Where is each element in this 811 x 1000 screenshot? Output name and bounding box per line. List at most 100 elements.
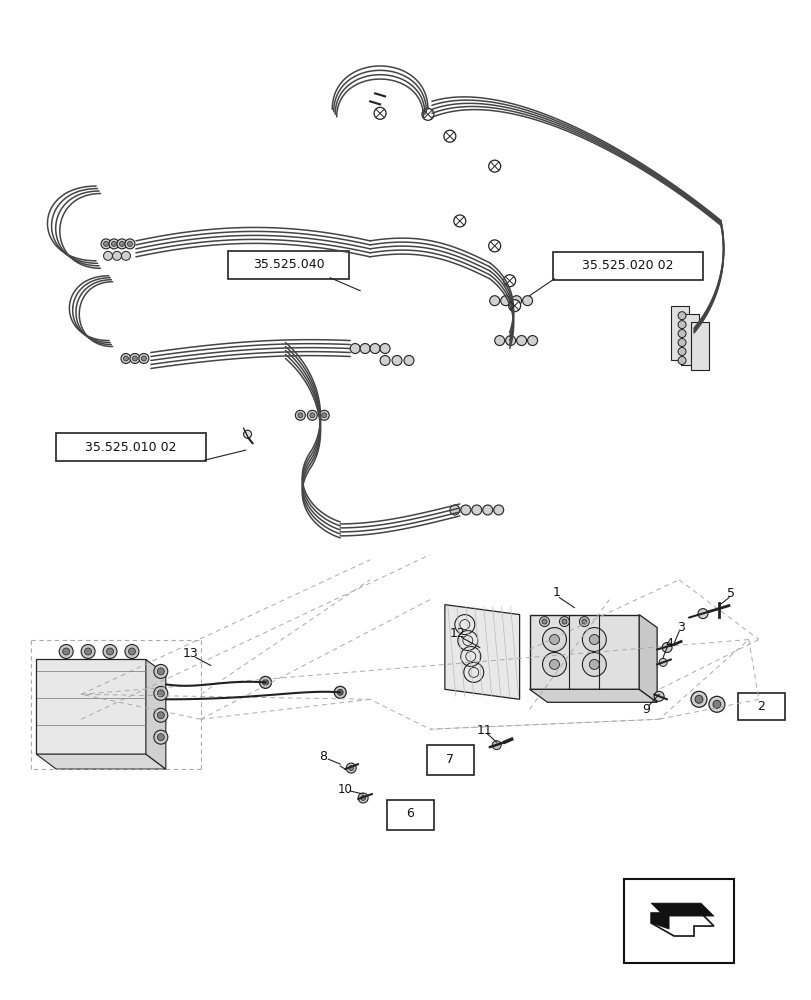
Circle shape	[422, 108, 433, 120]
Circle shape	[677, 356, 685, 364]
Circle shape	[345, 763, 356, 773]
Circle shape	[677, 339, 685, 347]
Circle shape	[117, 239, 127, 249]
Circle shape	[337, 689, 343, 695]
Polygon shape	[690, 322, 708, 370]
Circle shape	[130, 354, 139, 363]
Circle shape	[119, 241, 124, 246]
Circle shape	[295, 410, 305, 420]
Text: 10: 10	[337, 783, 352, 796]
Circle shape	[404, 355, 414, 365]
Circle shape	[360, 344, 370, 354]
Circle shape	[581, 628, 606, 651]
Circle shape	[360, 795, 365, 800]
Circle shape	[522, 296, 532, 306]
Text: 1: 1	[551, 586, 560, 599]
FancyBboxPatch shape	[427, 745, 473, 775]
Circle shape	[549, 659, 559, 669]
Circle shape	[125, 239, 135, 249]
Circle shape	[539, 617, 549, 627]
Circle shape	[153, 686, 168, 700]
Circle shape	[559, 617, 569, 627]
Polygon shape	[529, 689, 656, 702]
Circle shape	[491, 741, 500, 750]
Circle shape	[483, 505, 492, 515]
Polygon shape	[638, 615, 656, 702]
Circle shape	[542, 652, 566, 676]
Circle shape	[579, 617, 589, 627]
Circle shape	[348, 766, 354, 771]
Circle shape	[350, 344, 360, 354]
Circle shape	[334, 686, 345, 698]
Circle shape	[677, 330, 685, 338]
Circle shape	[370, 344, 380, 354]
Text: 5: 5	[726, 587, 734, 600]
Circle shape	[111, 241, 116, 246]
Circle shape	[243, 430, 251, 438]
Circle shape	[677, 321, 685, 329]
Circle shape	[153, 664, 168, 678]
Circle shape	[561, 619, 566, 624]
Circle shape	[62, 648, 70, 655]
Circle shape	[542, 628, 566, 651]
Circle shape	[128, 648, 135, 655]
Circle shape	[589, 659, 599, 669]
Circle shape	[488, 160, 500, 172]
Circle shape	[157, 668, 164, 675]
Circle shape	[132, 356, 137, 361]
FancyBboxPatch shape	[737, 693, 783, 720]
Circle shape	[121, 354, 131, 363]
Circle shape	[157, 712, 164, 719]
Circle shape	[503, 275, 515, 287]
Circle shape	[157, 734, 164, 741]
Polygon shape	[529, 615, 638, 689]
Circle shape	[103, 645, 117, 658]
Circle shape	[113, 251, 122, 260]
Circle shape	[141, 356, 146, 361]
FancyBboxPatch shape	[387, 800, 433, 830]
Text: 7: 7	[445, 753, 453, 766]
Circle shape	[581, 652, 606, 676]
Circle shape	[712, 700, 720, 708]
Circle shape	[516, 336, 526, 346]
Text: 35.525.040: 35.525.040	[252, 258, 324, 271]
Polygon shape	[650, 903, 713, 916]
Text: 2: 2	[756, 700, 764, 713]
Circle shape	[453, 215, 466, 227]
Circle shape	[677, 348, 685, 355]
Circle shape	[310, 413, 315, 418]
Circle shape	[697, 609, 707, 619]
Circle shape	[690, 691, 706, 707]
Circle shape	[319, 410, 328, 420]
Text: 3: 3	[676, 621, 684, 634]
Circle shape	[493, 505, 503, 515]
Circle shape	[461, 505, 470, 515]
Circle shape	[260, 676, 271, 688]
Circle shape	[527, 336, 537, 346]
Text: 13: 13	[182, 647, 199, 660]
Polygon shape	[650, 913, 668, 929]
Circle shape	[659, 658, 667, 666]
Text: 35.525.010 02: 35.525.010 02	[85, 441, 177, 454]
Text: 12: 12	[449, 627, 466, 640]
Circle shape	[106, 648, 114, 655]
Circle shape	[81, 645, 95, 658]
Circle shape	[581, 619, 586, 624]
Polygon shape	[650, 913, 713, 936]
Circle shape	[307, 410, 317, 420]
Circle shape	[508, 300, 520, 312]
Circle shape	[661, 643, 672, 652]
Circle shape	[505, 336, 515, 346]
Circle shape	[298, 413, 303, 418]
FancyBboxPatch shape	[227, 251, 349, 279]
Polygon shape	[670, 306, 689, 360]
Circle shape	[677, 312, 685, 320]
Circle shape	[59, 645, 73, 658]
Text: 11: 11	[476, 724, 492, 737]
Circle shape	[392, 355, 401, 365]
Circle shape	[109, 239, 119, 249]
Polygon shape	[680, 314, 698, 365]
FancyBboxPatch shape	[56, 433, 205, 461]
Circle shape	[694, 695, 702, 703]
Text: 4: 4	[664, 637, 672, 650]
